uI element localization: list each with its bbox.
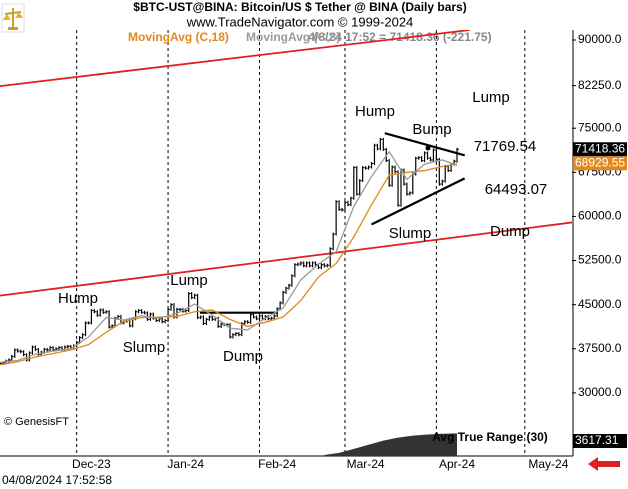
timestamp: 04/08/2024 17:52:58 (2, 473, 112, 487)
y-tick-label: 75000.0 (578, 120, 622, 134)
ma-value-box (573, 156, 627, 171)
x-tick-label: Apr-24 (439, 457, 475, 471)
annotation: Dump (223, 348, 263, 365)
scroll-arrow[interactable] (588, 457, 620, 471)
annotation: Bump (412, 121, 451, 138)
annotation: Hump (355, 103, 395, 120)
y-tick-label: 37500.0 (578, 341, 622, 355)
legend-entry: MovingAvg (C,18) (128, 30, 229, 44)
trendline (0, 221, 572, 297)
legend-entry: MovingAvg (C,8) (246, 30, 340, 44)
atr-value: 3617.31 (575, 433, 619, 447)
x-tick-label: Dec-23 (72, 457, 111, 471)
annotation: 71769.54 (474, 138, 537, 155)
atr-value-box (573, 434, 627, 448)
x-tick-label: Jan-24 (167, 457, 204, 471)
ma-value: 68929.55 (575, 155, 625, 169)
trendline (384, 132, 465, 157)
annotation: Slump (123, 339, 166, 356)
site: www.TradeNavigator.com © 1999-2024 (186, 14, 414, 29)
last-price: 71418.36 (575, 141, 625, 155)
y-tick-label: 45000.0 (578, 297, 622, 311)
x-tick-label: Mar-24 (347, 457, 385, 471)
y-tick-label: 90000.0 (578, 32, 622, 46)
pivot-dot (425, 145, 431, 151)
annotation: Lump (472, 89, 510, 106)
y-tick-label: 60000.0 (578, 209, 622, 223)
y-tick-label: 30000.0 (578, 385, 622, 399)
annotation: Dump (490, 223, 530, 240)
moving-average (0, 150, 458, 363)
plot (0, 30, 572, 456)
y-tick-label: 82250.0 (578, 78, 622, 92)
annotation: Slump (389, 225, 432, 242)
x-tick-label: Feb-24 (258, 457, 296, 471)
annotation: Lump (170, 272, 208, 289)
annotation: Hump (58, 290, 98, 307)
trendline (0, 30, 470, 88)
atr-label: Avg True Range (30) (432, 430, 548, 444)
atr-area (324, 433, 458, 456)
x-tick-label: May-24 (528, 457, 568, 471)
chart-title: $BTC-UST@BINA: Bitcoin/US $ Tether @ BIN… (133, 0, 466, 14)
copyright: © GenesisFT (4, 416, 69, 428)
y-tick-label: 52500.0 (578, 253, 622, 267)
annotation: 64493.07 (485, 181, 548, 198)
logo (1, 3, 25, 33)
moving-average (0, 163, 458, 366)
last-price-box (573, 142, 627, 157)
trendline (371, 177, 466, 226)
